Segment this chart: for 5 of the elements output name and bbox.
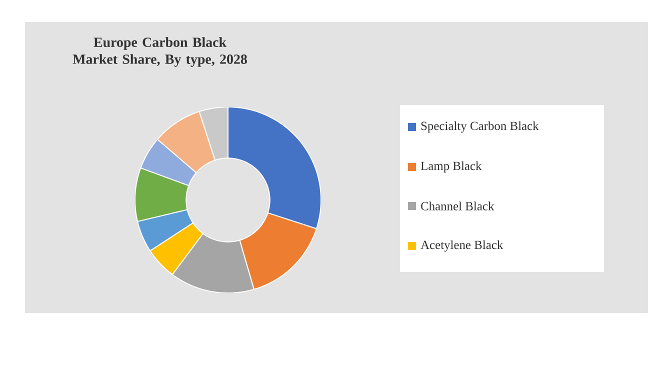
legend-label: Specialty Carbon Black [421, 121, 539, 133]
legend-label: Lamp Black [420, 161, 482, 173]
chart-title: Europe Carbon Black Market Share, By type, 2028 [72, 37, 247, 67]
legend-label: Acetylene Black [420, 240, 504, 252]
legend-label: Channel Black [421, 202, 494, 210]
